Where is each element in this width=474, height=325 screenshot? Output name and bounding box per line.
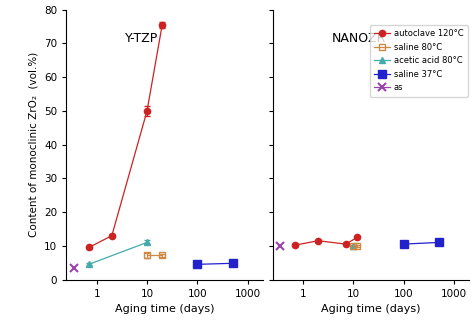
Line: saline 37°C: saline 37°C [193, 259, 237, 268]
saline 37°C [401, 242, 407, 246]
Text: NANOZR: NANOZR [332, 32, 386, 45]
saline 37°C [436, 240, 442, 244]
X-axis label: Aging time (days): Aging time (days) [115, 304, 214, 314]
saline 37°C [194, 262, 200, 266]
X-axis label: Aging time (days): Aging time (days) [321, 304, 421, 314]
Y-axis label: Content of monoclinic ZrO₂  (vol.%): Content of monoclinic ZrO₂ (vol.%) [28, 52, 39, 237]
Text: Y-TZP: Y-TZP [125, 32, 159, 45]
Legend: autoclave 120°C, saline 80°C, acetic acid 80°C, saline 37°C, as: autoclave 120°C, saline 80°C, acetic aci… [370, 25, 467, 97]
Line: saline 37°C: saline 37°C [400, 239, 443, 248]
saline 37°C [230, 261, 236, 265]
